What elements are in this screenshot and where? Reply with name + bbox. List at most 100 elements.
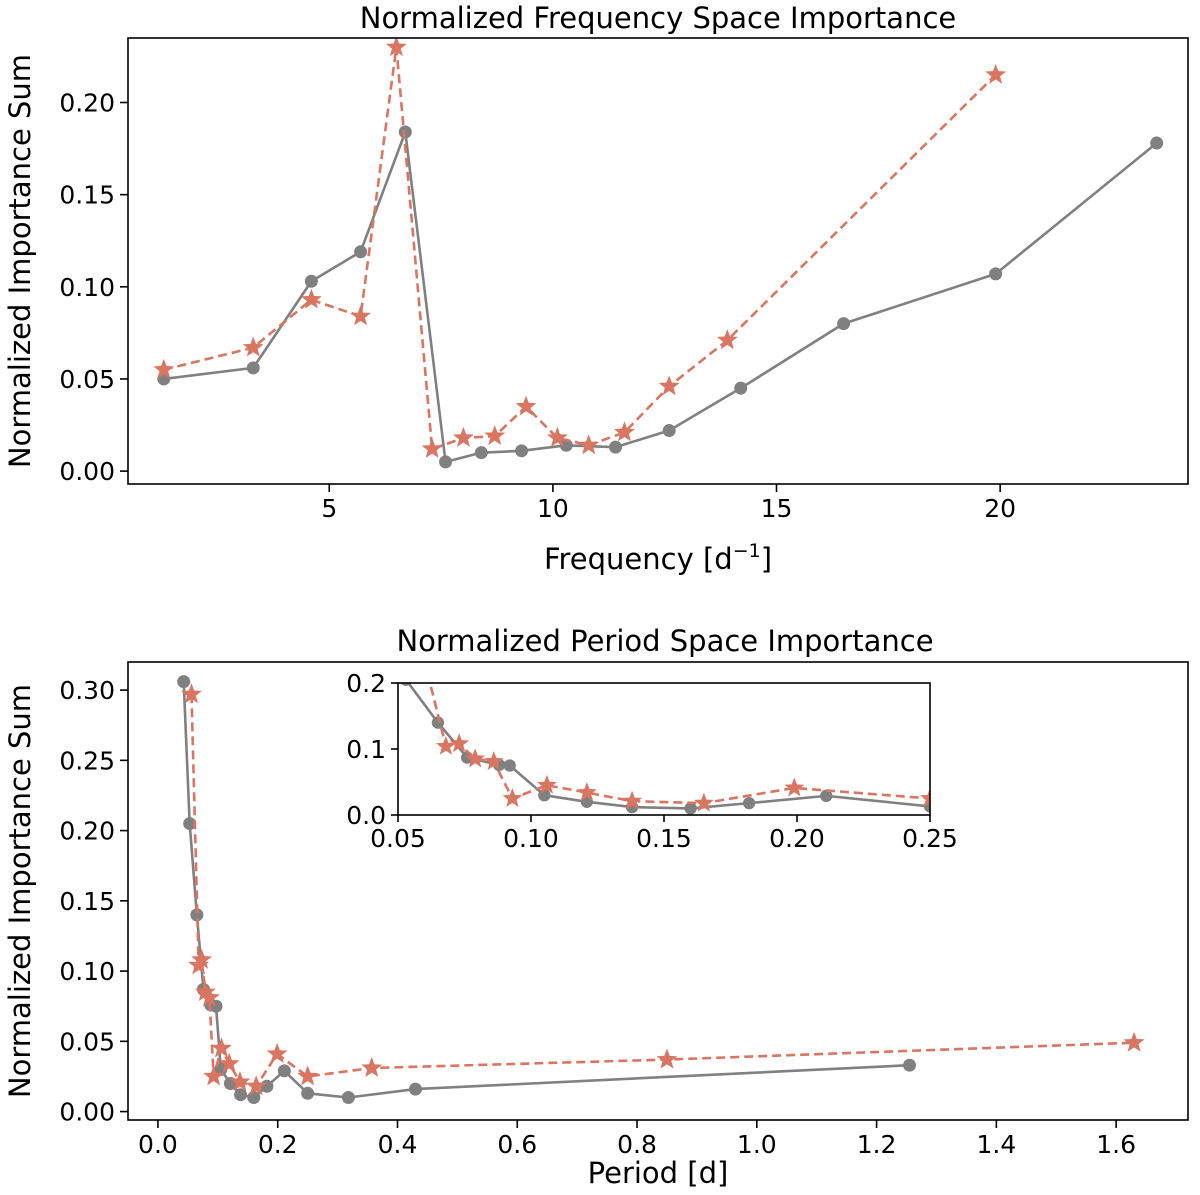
data-point-star [465, 748, 486, 768]
data-point-star [622, 790, 643, 810]
frequency-chart-frame [127, 37, 1189, 485]
x-tick-label: 0.15 [636, 824, 692, 853]
data-point-star [242, 336, 264, 357]
salmon-stars-line [163, 45, 997, 451]
x-tick-label: 20 [984, 494, 1016, 523]
x-tick-label: 0.8 [617, 1130, 657, 1159]
data-point-star [656, 1048, 678, 1069]
data-point-star [297, 1065, 319, 1086]
frequency-chart: Normalized Frequency Space Importance No… [3, 1, 1189, 576]
data-point-circle [177, 675, 191, 689]
data-point-circle [609, 440, 623, 454]
y-tick-label: 0.05 [59, 1027, 115, 1056]
data-point-star [361, 1057, 383, 1077]
data-point-circle [431, 716, 445, 729]
y-tick-label: 0.1 [346, 735, 386, 764]
data-point-circle [742, 796, 756, 810]
data-point-star [658, 375, 680, 396]
y-tick-label: 0.00 [59, 1098, 115, 1127]
data-point-circle [398, 125, 412, 139]
x-tick-label: 5 [321, 494, 337, 523]
data-point-star [502, 788, 523, 807]
x-tick-label: 0.20 [769, 824, 825, 853]
y-tick-label: 0.00 [59, 457, 115, 486]
data-point-star [350, 305, 372, 326]
data-point-circle [474, 446, 488, 460]
data-point-star [191, 948, 213, 969]
x-tick-label: 0.4 [378, 1130, 418, 1159]
data-point-star [153, 358, 175, 379]
y-tick-label: 0.20 [59, 817, 115, 846]
data-point-circle [734, 381, 748, 395]
data-point-star [515, 395, 537, 416]
data-point-star [181, 683, 202, 704]
data-point-circle [190, 908, 204, 922]
data-point-star [194, 981, 216, 1002]
y-tick-label: 0.15 [59, 181, 115, 210]
period-chart-plot-area [177, 675, 1145, 1105]
x-tick-label: 0.6 [497, 1130, 537, 1159]
data-point-circle [341, 1091, 355, 1105]
data-point-star [435, 735, 456, 755]
data-point-circle [304, 274, 318, 288]
y-tick-label: 0.25 [59, 746, 115, 775]
x-tick-label: 0.2 [258, 1130, 298, 1159]
data-point-star [229, 1071, 251, 1091]
data-point-star [245, 1075, 267, 1096]
frequency-chart-xlabel: Frequency [d−1] [544, 540, 772, 576]
x-tick-label: 1.0 [737, 1130, 777, 1159]
data-point-circle [234, 1088, 248, 1102]
y-tick-label: 0.05 [59, 365, 115, 394]
x-tick-label: 1.2 [857, 1130, 897, 1159]
period-inset-ticks: 0.05 0.10 0.15 0.20 0.25 0.0 0.1 0.2 [346, 669, 958, 853]
frequency-chart-ylabel: Normalized Importance Sum [3, 54, 37, 468]
period-chart-ticks: 0.0 0.2 0.4 0.6 0.8 1.0 1.2 1.4 1.6 0.00 0.05 0.10 0… [59, 676, 1136, 1159]
data-point-circle [247, 1091, 261, 1105]
data-point-circle [820, 789, 833, 803]
data-point-circle [662, 424, 676, 438]
data-point-circle [246, 361, 260, 375]
data-point-star [613, 421, 635, 442]
y-tick-label: 0.15 [59, 887, 115, 916]
frequency-chart-ticks: 5 10 15 20 0.00 0.05 0.10 0.15 0.20 [59, 89, 1016, 523]
data-point-circle [538, 789, 551, 802]
gray-circles-line [406, 683, 930, 810]
data-point-circle [260, 1079, 274, 1093]
y-tick-label: 0.0 [346, 801, 386, 830]
data-point-star [483, 751, 504, 770]
data-point-star [421, 437, 443, 458]
data-point-circle [408, 1082, 422, 1096]
data-point-star [985, 63, 1007, 84]
data-point-star [385, 38, 407, 57]
data-point-circle [837, 317, 851, 331]
x-tick-label: 0.10 [503, 824, 559, 853]
data-point-star [920, 788, 930, 807]
period-inset-plot-area [400, 683, 930, 815]
data-point-circle [989, 267, 1003, 281]
y-tick-label: 0.2 [346, 669, 386, 698]
data-point-circle [903, 1058, 917, 1072]
data-point-circle [400, 683, 412, 686]
data-point-circle [503, 759, 516, 772]
data-point-star [784, 777, 805, 797]
data-point-circle [354, 245, 368, 259]
x-tick-label: 1.4 [976, 1130, 1016, 1159]
period-chart-title: Normalized Period Space Importance [396, 624, 933, 658]
data-point-star [449, 733, 470, 753]
y-tick-label: 0.30 [59, 676, 115, 705]
y-tick-label: 0.10 [59, 957, 115, 986]
data-point-star [203, 1065, 225, 1086]
period-inset-frame [397, 682, 931, 816]
data-point-star [484, 425, 506, 445]
data-point-circle [183, 817, 197, 831]
data-point-star [537, 774, 557, 794]
data-point-star [693, 792, 714, 812]
x-tick-label: 0.0 [138, 1130, 178, 1159]
data-point-star [300, 288, 322, 309]
x-tick-label: 0.05 [370, 824, 426, 853]
data-point-star [578, 434, 600, 455]
period-chart-frame [127, 661, 1189, 1121]
data-point-circle [277, 1064, 291, 1078]
data-point-star [716, 329, 738, 350]
